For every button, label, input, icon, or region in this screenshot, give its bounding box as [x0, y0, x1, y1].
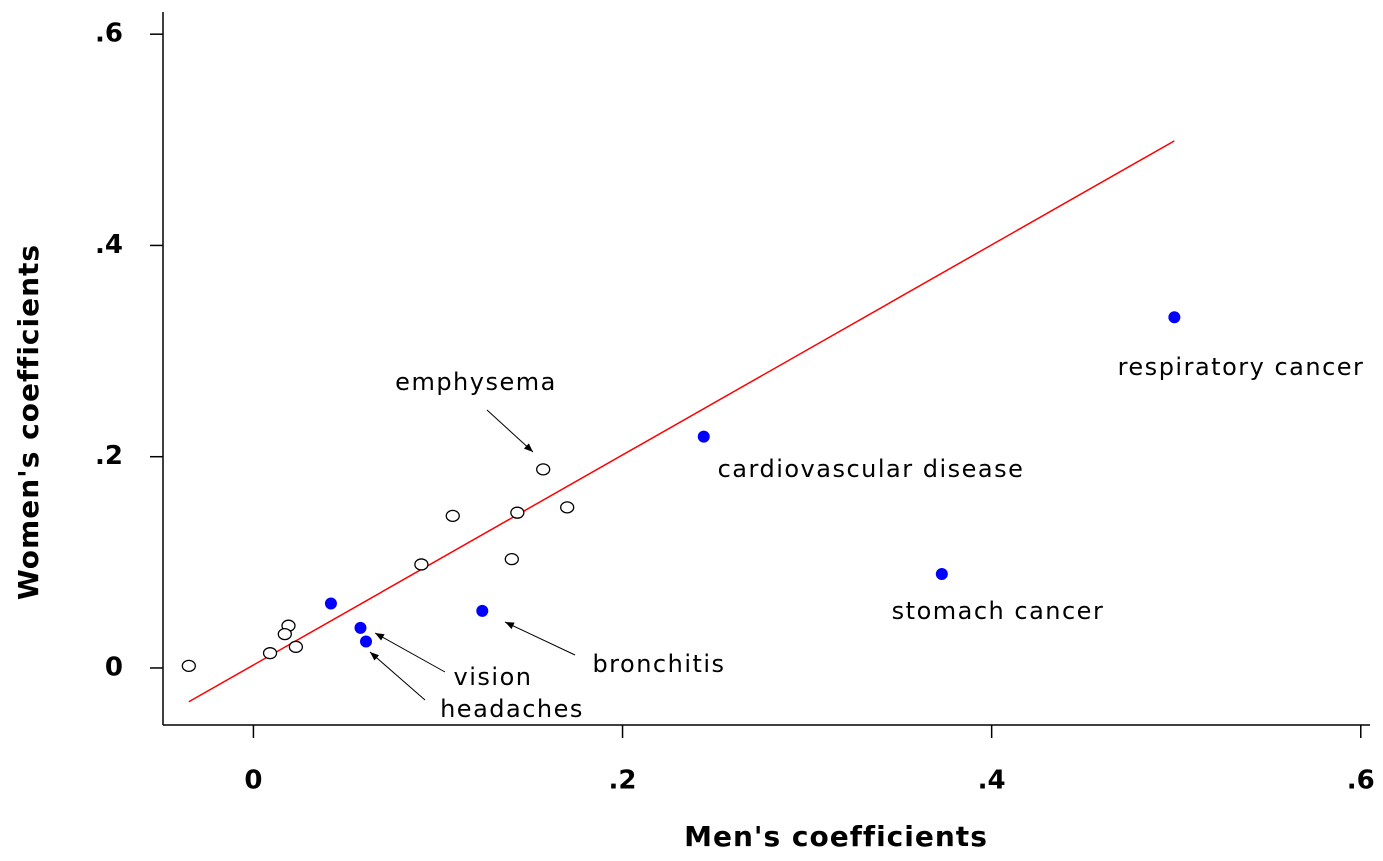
y-tick-label: .2: [95, 441, 123, 471]
point: [536, 463, 551, 476]
x-tick-label: .2: [609, 766, 637, 796]
point: [360, 635, 373, 648]
y-tick-label: .4: [95, 230, 123, 260]
y-tick-label: 0: [105, 652, 123, 682]
point: [354, 621, 367, 634]
fit-line: [188, 140, 1175, 703]
x-tick-label: 0: [244, 766, 262, 796]
annotation: stomach cancer: [892, 597, 1105, 625]
point: [560, 501, 575, 514]
point: [510, 506, 525, 519]
point: [445, 509, 460, 523]
y-axis-title: Women's coefficients: [12, 244, 45, 600]
point: [1168, 311, 1181, 324]
x-tick-label: .6: [1347, 766, 1375, 796]
annotation: headaches: [440, 695, 584, 723]
point: [262, 647, 278, 660]
x-tick-label: .4: [978, 766, 1006, 796]
x-axis-title: Men's coefficients: [684, 820, 988, 853]
point: [504, 553, 519, 566]
annotation: vision: [454, 663, 533, 691]
annotation: emphysema: [395, 368, 557, 396]
annotation: cardiovascular disease: [718, 455, 1025, 483]
point: [277, 628, 292, 641]
annotation: bronchitis: [592, 650, 725, 678]
y-tick-label: .6: [95, 19, 123, 49]
point: [414, 558, 429, 571]
point: [476, 604, 489, 617]
arrow: [369, 651, 426, 701]
point: [181, 659, 196, 672]
arrow: [374, 632, 446, 673]
annotation: respiratory cancer: [1118, 353, 1365, 381]
arrow: [486, 409, 534, 453]
point: [935, 567, 948, 580]
point: [324, 597, 337, 610]
arrow: [504, 621, 576, 656]
point: [697, 430, 710, 443]
point: [288, 640, 304, 653]
